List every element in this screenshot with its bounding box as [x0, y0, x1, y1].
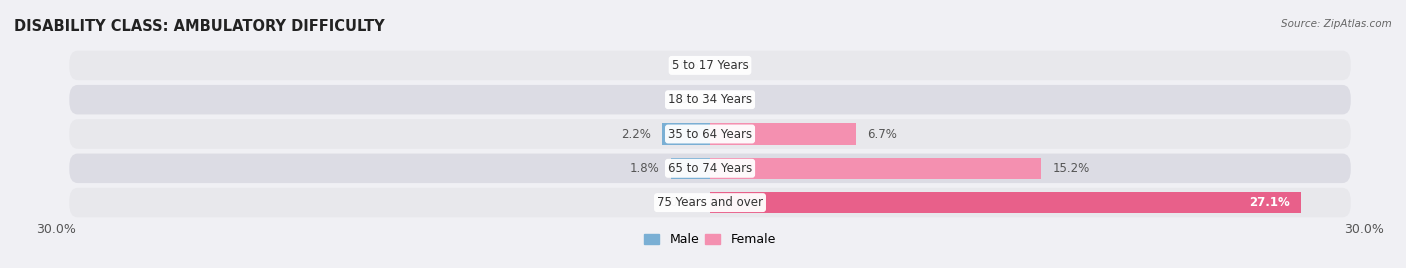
Text: 15.2%: 15.2% — [1052, 162, 1090, 175]
Text: 1.8%: 1.8% — [630, 162, 659, 175]
Text: 6.7%: 6.7% — [868, 128, 897, 140]
Legend: Male, Female: Male, Female — [640, 228, 780, 251]
Text: 2.2%: 2.2% — [621, 128, 651, 140]
Text: 0.0%: 0.0% — [721, 59, 751, 72]
Bar — [662, 123, 710, 145]
Text: 75 Years and over: 75 Years and over — [657, 196, 763, 209]
FancyBboxPatch shape — [69, 188, 1351, 217]
Bar — [710, 192, 1301, 213]
Text: Source: ZipAtlas.com: Source: ZipAtlas.com — [1281, 19, 1392, 29]
Text: 0.0%: 0.0% — [721, 93, 751, 106]
Text: 35 to 64 Years: 35 to 64 Years — [668, 128, 752, 140]
Text: 0.0%: 0.0% — [669, 93, 699, 106]
Bar — [710, 123, 856, 145]
Text: 5 to 17 Years: 5 to 17 Years — [672, 59, 748, 72]
FancyBboxPatch shape — [69, 154, 1351, 183]
Text: DISABILITY CLASS: AMBULATORY DIFFICULTY: DISABILITY CLASS: AMBULATORY DIFFICULTY — [14, 19, 385, 34]
Text: 0.0%: 0.0% — [669, 59, 699, 72]
FancyBboxPatch shape — [69, 119, 1351, 149]
Text: 27.1%: 27.1% — [1249, 196, 1289, 209]
Text: 18 to 34 Years: 18 to 34 Years — [668, 93, 752, 106]
FancyBboxPatch shape — [69, 51, 1351, 80]
Bar — [671, 158, 710, 179]
Text: 0.0%: 0.0% — [669, 196, 699, 209]
Text: 65 to 74 Years: 65 to 74 Years — [668, 162, 752, 175]
FancyBboxPatch shape — [69, 85, 1351, 114]
Bar — [710, 158, 1042, 179]
